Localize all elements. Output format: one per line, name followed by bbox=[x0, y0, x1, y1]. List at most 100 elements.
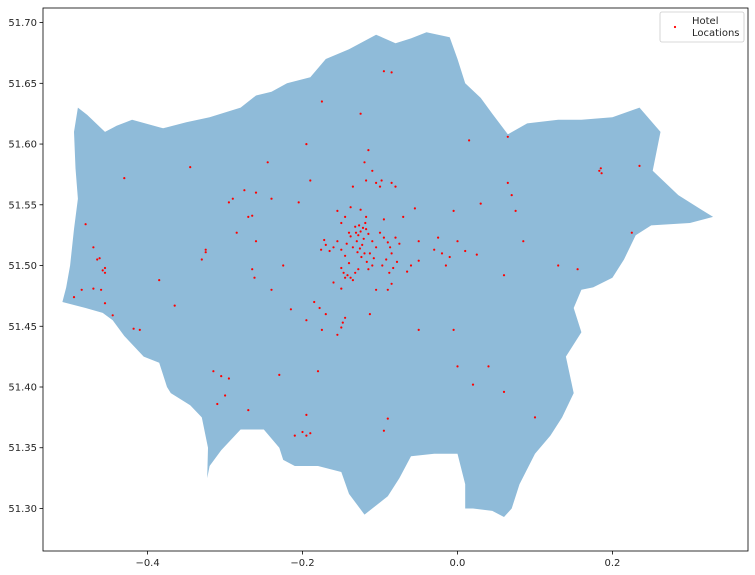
hotel-point bbox=[254, 240, 258, 243]
hotel-point bbox=[100, 288, 103, 291]
hotel-point bbox=[354, 271, 357, 274]
hotel-point bbox=[487, 365, 490, 368]
hotel-point bbox=[289, 308, 292, 311]
hotel-point bbox=[320, 100, 323, 103]
hotel-point bbox=[344, 276, 347, 279]
hotel-point bbox=[340, 266, 343, 270]
hotel-point bbox=[502, 390, 506, 393]
hotel-point bbox=[282, 264, 285, 267]
hotel-point bbox=[212, 370, 215, 373]
hotel-point bbox=[368, 313, 371, 316]
hotel-point bbox=[356, 251, 359, 254]
x-axis-ticks: −0.4 −0.2 0.0 0.2 bbox=[135, 551, 620, 569]
hotel-point bbox=[417, 328, 420, 331]
hotel-point bbox=[510, 194, 513, 197]
hotel-point bbox=[247, 409, 250, 412]
hotel-point bbox=[173, 304, 176, 307]
hotel-point bbox=[227, 201, 230, 204]
hotel-point bbox=[344, 215, 347, 218]
hotel-point bbox=[533, 416, 537, 419]
hotel-point bbox=[390, 252, 393, 255]
legend-box bbox=[659, 11, 745, 43]
hotel-point bbox=[354, 225, 357, 228]
hotel-point bbox=[367, 149, 370, 152]
legend-label: Hotel Locations bbox=[692, 16, 740, 39]
hotel-point bbox=[336, 240, 339, 243]
hotel-point bbox=[336, 209, 339, 212]
hotel-point bbox=[270, 288, 273, 291]
hotel-point bbox=[235, 231, 238, 234]
hotel-point bbox=[363, 252, 366, 255]
hotel-point bbox=[98, 257, 101, 260]
hotel-point bbox=[349, 235, 352, 238]
hotel-point bbox=[394, 236, 397, 239]
y-tick-label: 51.65 bbox=[8, 79, 37, 90]
hotel-point bbox=[351, 279, 354, 282]
hotel-point bbox=[452, 328, 455, 331]
hotel-point bbox=[371, 169, 374, 172]
hotel-point bbox=[359, 112, 362, 115]
hotel-point bbox=[395, 260, 399, 263]
hotel-point bbox=[448, 255, 451, 259]
hotel-point bbox=[365, 179, 368, 182]
hotel-point bbox=[332, 281, 335, 284]
hotel-point bbox=[138, 328, 141, 331]
x-tick-label: −0.2 bbox=[290, 558, 314, 569]
hotel-point bbox=[357, 234, 360, 237]
hotel-point bbox=[101, 269, 104, 272]
hotel-point bbox=[506, 135, 509, 138]
hotel-point bbox=[382, 236, 385, 239]
hotel-point bbox=[382, 429, 385, 432]
hotel-point bbox=[305, 143, 308, 146]
hotel-point bbox=[371, 240, 374, 243]
hotel-point bbox=[413, 207, 416, 210]
hotel-point bbox=[340, 248, 343, 251]
hotel-point bbox=[278, 373, 281, 376]
hotel-point bbox=[390, 181, 393, 184]
hotel-point bbox=[111, 314, 114, 317]
hotel-point bbox=[386, 288, 389, 291]
hotel-point bbox=[320, 248, 323, 251]
hotel-point bbox=[365, 228, 368, 231]
hotel-point bbox=[375, 288, 378, 291]
hotel-point bbox=[305, 434, 308, 437]
hotel-point bbox=[375, 181, 378, 184]
hotel-point bbox=[363, 161, 366, 164]
hotel-point bbox=[340, 287, 343, 290]
hotel-point bbox=[204, 248, 207, 251]
hotel-point bbox=[132, 327, 135, 330]
hotel-point bbox=[297, 201, 300, 204]
hotel-point bbox=[345, 242, 348, 245]
hotel-point bbox=[227, 377, 230, 380]
hotel-point bbox=[347, 262, 351, 265]
hotel-point bbox=[251, 214, 254, 217]
hotel-point bbox=[389, 246, 392, 249]
hotel-point bbox=[390, 71, 393, 74]
hotel-point bbox=[392, 266, 395, 270]
axes: −0.4 −0.2 0.0 0.2 51.30 51.35 51.40 51.45 51.50… bbox=[8, 7, 749, 569]
hotel-point bbox=[318, 306, 321, 310]
hotel-point bbox=[270, 197, 273, 200]
hotel-point bbox=[301, 430, 304, 434]
hotel-point bbox=[365, 215, 368, 218]
hotel-point bbox=[359, 208, 362, 211]
y-tick-label: 51.40 bbox=[8, 383, 37, 394]
hotel-point bbox=[231, 197, 234, 200]
hotel-point bbox=[365, 260, 368, 263]
hotel-point bbox=[313, 300, 316, 304]
hotel-point bbox=[266, 161, 269, 164]
y-axis-ticks: 51.30 51.35 51.40 51.45 51.50 51.55 51.60 51.65… bbox=[8, 18, 43, 515]
hotel-point bbox=[243, 189, 246, 192]
hotel-point bbox=[247, 215, 250, 218]
hotel-point bbox=[72, 296, 76, 299]
hotel-point bbox=[599, 167, 602, 170]
hotel-point bbox=[305, 413, 308, 416]
hotel-point bbox=[368, 252, 371, 255]
x-tick-label: 0.2 bbox=[604, 558, 620, 569]
hotel-point bbox=[80, 288, 83, 291]
hotel-point bbox=[200, 258, 203, 261]
hotel-point bbox=[355, 240, 358, 243]
hotel-point bbox=[386, 241, 389, 244]
y-tick-label: 51.45 bbox=[8, 322, 37, 333]
hotel-point bbox=[220, 375, 223, 378]
